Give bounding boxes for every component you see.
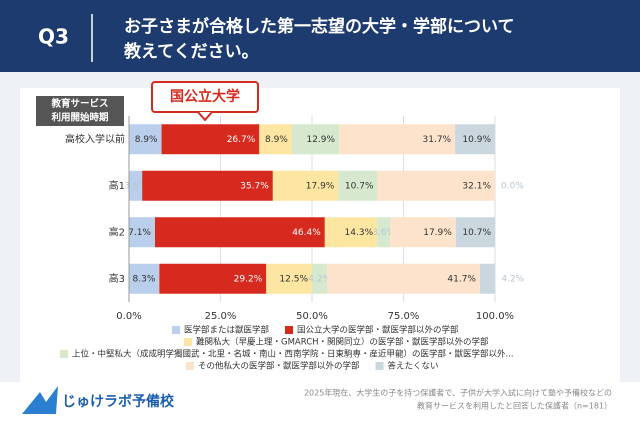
data-label: 10.9%: [462, 135, 491, 145]
data-label: 29.2%: [234, 274, 263, 284]
data-label: 8.9%: [135, 135, 158, 145]
data-label: 3.6%: [124, 181, 147, 191]
y-tick-label: 高3: [109, 272, 125, 285]
legend-swatch: [285, 326, 294, 334]
x-tick-label: 25.0%: [205, 311, 237, 322]
legend-swatch: [186, 362, 194, 370]
data-label: 7.1%: [128, 228, 151, 238]
bar-segment: [312, 263, 328, 294]
data-label: 14.3%: [345, 228, 374, 238]
bar-segment: [377, 170, 495, 201]
data-label: 46.4%: [292, 228, 321, 238]
data-label: 35.7%: [240, 181, 269, 191]
bar-segment: [142, 170, 273, 201]
data-label: 3.6%: [372, 228, 395, 238]
bar-segment: [324, 217, 378, 248]
bar-segment: [161, 124, 260, 155]
data-label: 26.7%: [227, 135, 256, 145]
bar-segment: [259, 124, 292, 155]
note: 2025年現在、大学生の子を持つ保護者で、子供が大学入試に向けて塾や予備校などの: [304, 388, 612, 398]
data-label: 8.3%: [133, 274, 156, 284]
plot: 0.0% 25.0% 50.0% 75.0% 100.0% 高校入学以前 8.9% 26.7%…: [60, 116, 525, 372]
legend-swatch: [60, 350, 68, 358]
data-label: 31.7%: [423, 135, 452, 145]
bar-segment: [455, 124, 495, 155]
bar-segment: [159, 263, 267, 294]
data-label: 4.2%: [308, 274, 331, 284]
bar-segment: [272, 170, 339, 201]
footer: [0, 382, 640, 428]
bar-segment: [327, 263, 480, 294]
y-tick-label: 高1: [109, 179, 125, 192]
logo-icon: [22, 386, 58, 414]
x-tick-label: 100.0%: [476, 311, 514, 322]
x-tick-label: 75.0%: [388, 311, 420, 322]
legend-label: その他私大の医学部・獣医学部以外の学部: [198, 361, 360, 372]
bar-segment: [129, 263, 160, 294]
question-label: Q3: [38, 25, 69, 49]
bar-segment: [338, 170, 378, 201]
note: 教育サービスを利用したと回答した保護者（n=181）: [417, 401, 612, 411]
bar-segment: [129, 170, 143, 201]
annotation-pointer: [197, 111, 213, 122]
bar-segment: [377, 217, 391, 248]
bar-segment: [390, 217, 456, 248]
data-label: 10.7%: [345, 181, 374, 191]
y-axis-label: 教育サービス: [50, 98, 108, 110]
ylabel-box: [36, 96, 124, 126]
bar-segment: [129, 124, 162, 155]
x-tick-label: 50.0%: [296, 311, 328, 322]
data-label: 12.5%: [279, 274, 308, 284]
header: [0, 0, 640, 72]
bar-segment: [339, 124, 456, 155]
legend-label: 答えたくない: [388, 361, 439, 372]
bar-segment: [129, 217, 155, 248]
data-label: 12.9%: [306, 135, 335, 145]
legend-label: 医学部または獣医学部: [184, 325, 270, 336]
bar-segment: [291, 124, 340, 155]
legend-swatch: [184, 338, 192, 346]
legend-swatch: [375, 362, 384, 370]
logo: じゅけラボ予備校: [62, 393, 175, 410]
data-label: 41.7%: [447, 274, 476, 284]
data-label: 32.1%: [462, 181, 491, 191]
x-tick-label: 0.0%: [116, 311, 141, 322]
y-axis-label: 利用開始時期: [50, 112, 108, 124]
title-line: お子さまが合格した第一志望の大学・学部について: [124, 16, 515, 37]
legend-label: 難関私大（早慶上理・GMARCH・関関同立）の医学部・獣医学部以外の学部: [196, 337, 489, 348]
title-line: 教えてください。: [123, 41, 259, 62]
data-label: 10.7%: [462, 228, 491, 238]
data-label: 0.0%: [501, 181, 524, 191]
data-label: 17.9%: [306, 181, 335, 191]
y-tick-label: 高2: [109, 225, 125, 238]
annotation: 国公立大学: [170, 88, 240, 105]
data-label: 4.2%: [501, 274, 524, 284]
data-label: 8.9%: [265, 135, 288, 145]
bar-segment: [154, 217, 325, 248]
bar-segment: [266, 263, 312, 294]
legend-swatch: [172, 326, 180, 334]
bar-segment: [479, 263, 496, 294]
data-label: 17.9%: [423, 228, 452, 238]
legend-label: 国公立大学の医学部・獣医学部以外の学部: [297, 325, 459, 336]
legend-label: 上位・中堅私大（成成明学獨國武・北里・名城・南山・西南学院・日東駒専・産近甲龍）…: [72, 349, 514, 360]
bar-segment: [455, 217, 495, 248]
y-tick-label: 高校入学以前: [65, 132, 125, 145]
